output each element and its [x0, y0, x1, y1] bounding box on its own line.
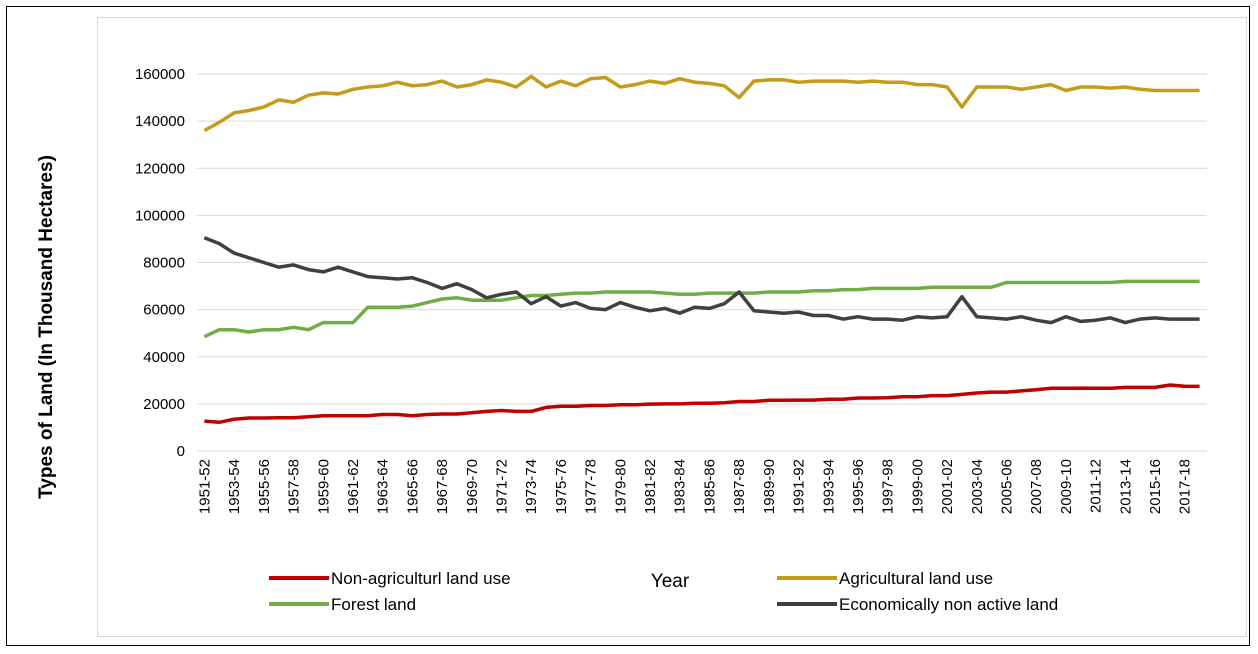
series-lines [203, 74, 1200, 425]
x-tick-label: 1987-88 [731, 459, 748, 514]
x-tick-label: 2001-02 [939, 459, 956, 514]
x-tick-label: 1959-60 [315, 459, 332, 514]
y-tick-label: 60000 [143, 302, 185, 319]
x-tick-label: 2003-04 [969, 459, 986, 514]
x-tick-label: 1961-62 [345, 459, 362, 514]
x-tick-label: 1977-78 [583, 459, 600, 514]
series-line-1 [203, 74, 1200, 133]
plot-area-border [97, 17, 1247, 637]
legend-label: Forest land [331, 595, 416, 614]
x-tick-label: 1969-70 [464, 459, 481, 514]
x-tick-label: 1997-98 [880, 459, 897, 514]
series-line-3 [203, 236, 1200, 325]
x-tick-label: 2005-06 [998, 459, 1015, 514]
y-tick-label: 160000 [135, 66, 185, 83]
x-tick-label: 2015-16 [1147, 459, 1164, 514]
y-tick-label: 100000 [135, 207, 185, 224]
x-tick-label: 2017-18 [1177, 459, 1194, 514]
x-tick-label: 2007-08 [1028, 459, 1045, 514]
series-line-0 [204, 383, 1200, 425]
x-axis-ticks: 1951-52 1953-54 1955-56 1957-58 1959-60 1961-… [196, 459, 1193, 514]
x-tick-label: 1971-72 [493, 459, 510, 514]
series-line-2 [203, 279, 1200, 339]
legend-label: Non-agriculturl land use [331, 569, 511, 588]
x-tick-label: 1953-54 [226, 459, 243, 514]
x-tick-label: 1995-96 [850, 459, 867, 514]
x-tick-label: 1991-92 [791, 459, 808, 514]
x-tick-label: 1979-80 [612, 459, 629, 514]
y-tick-label: 80000 [143, 255, 185, 272]
x-tick-label: 1973-74 [523, 459, 540, 514]
legend-label: Economically non active land [839, 595, 1058, 614]
x-tick-label: 1967-68 [434, 459, 451, 514]
x-tick-label: 2009-10 [1058, 459, 1075, 514]
legend: Non-agriculturl land use Agricultural lan… [269, 569, 1058, 614]
y-tick-label: 120000 [135, 160, 185, 177]
x-tick-label: 1999-00 [909, 459, 926, 514]
legend-label: Agricultural land use [839, 569, 993, 588]
x-tick-label: 1983-84 [672, 459, 689, 514]
x-tick-label: 2013-14 [1117, 459, 1134, 514]
x-tick-label: 2011-12 [1088, 459, 1105, 513]
x-tick-label: 1985-86 [701, 459, 718, 514]
x-tick-label: 1955-56 [256, 459, 273, 514]
x-tick-label: 1989-90 [761, 459, 778, 514]
x-tick-label: 1951-52 [196, 459, 213, 514]
gridlines [197, 73, 1207, 452]
x-axis-label: Year [651, 571, 690, 592]
x-tick-label: 1963-64 [375, 459, 392, 514]
x-tick-label: 1993-94 [820, 459, 837, 514]
x-tick-label: 1975-76 [553, 459, 570, 514]
line-chart: 0 20000 40000 60000 80000 100000 120000 140000 1… [135, 66, 1207, 614]
y-axis-ticks: 0 20000 40000 60000 80000 100000 120000 140000 1… [135, 66, 185, 460]
chart-frame: Types of Land (In Thousand Hectares) 0 20… [6, 6, 1250, 646]
y-tick-label: 140000 [135, 113, 185, 130]
y-tick-label: 40000 [143, 349, 185, 366]
y-tick-label: 0 [177, 443, 185, 460]
y-tick-label: 20000 [143, 396, 185, 413]
x-tick-label: 1957-58 [286, 459, 303, 514]
x-tick-label: 1965-66 [404, 459, 421, 514]
x-tick-label: 1981-82 [642, 459, 659, 514]
